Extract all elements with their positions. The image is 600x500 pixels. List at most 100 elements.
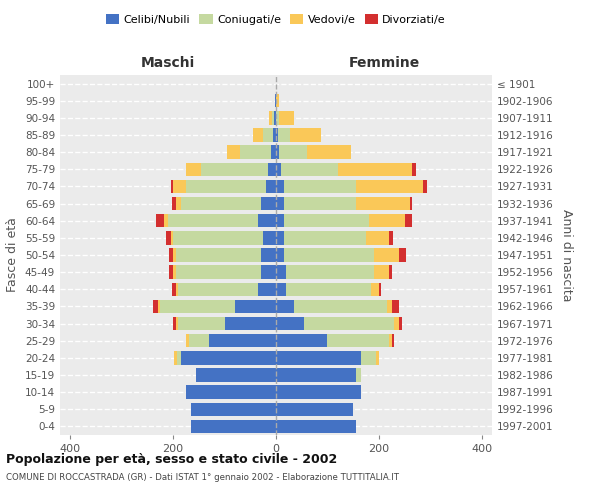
Bar — [400, 248, 406, 262]
Bar — [169, 248, 173, 262]
Bar — [191, 402, 276, 416]
Bar — [412, 162, 416, 176]
Text: Popolazione per età, sesso e stato civile - 2002: Popolazione per età, sesso e stato civil… — [6, 452, 337, 466]
Bar — [191, 420, 276, 433]
Bar — [284, 248, 374, 262]
Bar — [258, 214, 276, 228]
Bar — [389, 231, 393, 244]
Bar — [307, 146, 350, 159]
Bar — [235, 300, 276, 313]
Y-axis label: Anni di nascita: Anni di nascita — [560, 209, 573, 301]
Bar — [156, 214, 164, 228]
Bar — [386, 300, 392, 313]
Bar — [209, 334, 276, 347]
Bar — [170, 231, 173, 244]
Bar — [284, 214, 368, 228]
Bar — [186, 386, 276, 399]
Bar — [168, 214, 258, 228]
Bar — [176, 197, 181, 210]
Bar — [170, 180, 173, 193]
Bar — [274, 111, 276, 124]
Bar — [160, 300, 235, 313]
Bar — [276, 231, 284, 244]
Bar — [356, 197, 410, 210]
Bar — [404, 214, 412, 228]
Bar — [304, 317, 394, 330]
Bar — [188, 334, 209, 347]
Bar — [276, 180, 284, 193]
Bar — [392, 300, 400, 313]
Bar — [294, 300, 386, 313]
Bar — [284, 197, 356, 210]
Bar — [276, 317, 304, 330]
Bar — [366, 231, 389, 244]
Bar — [152, 300, 158, 313]
Bar — [269, 111, 272, 124]
Text: COMUNE DI ROCCASTRADA (GR) - Dati ISTAT 1° gennaio 2002 - Elaborazione TUTTITALI: COMUNE DI ROCCASTRADA (GR) - Dati ISTAT … — [6, 472, 399, 482]
Bar — [276, 146, 278, 159]
Bar — [172, 282, 176, 296]
Bar — [281, 162, 338, 176]
Bar — [177, 351, 181, 364]
Bar — [361, 351, 376, 364]
Bar — [392, 334, 394, 347]
Bar — [260, 266, 276, 279]
Bar — [276, 420, 356, 433]
Bar — [276, 248, 284, 262]
Bar — [276, 111, 278, 124]
Bar — [271, 146, 276, 159]
Bar — [278, 128, 290, 141]
Bar — [284, 180, 356, 193]
Bar — [276, 162, 281, 176]
Bar — [172, 197, 176, 210]
Bar — [202, 162, 268, 176]
Bar — [186, 162, 202, 176]
Bar — [166, 231, 170, 244]
Bar — [276, 128, 278, 141]
Bar — [410, 197, 412, 210]
Bar — [276, 300, 294, 313]
Bar — [263, 231, 276, 244]
Bar — [276, 266, 286, 279]
Bar — [173, 317, 176, 330]
Bar — [389, 334, 392, 347]
Bar — [278, 111, 294, 124]
Bar — [266, 180, 276, 193]
Legend: Celibi/Nubili, Coniugati/e, Vedovi/e, Divorziati/e: Celibi/Nubili, Coniugati/e, Vedovi/e, Di… — [103, 10, 449, 28]
Bar — [268, 162, 276, 176]
Bar — [389, 266, 392, 279]
Bar — [284, 231, 366, 244]
Bar — [164, 214, 168, 228]
Text: Femmine: Femmine — [349, 56, 419, 70]
Bar — [173, 231, 263, 244]
Bar — [276, 197, 284, 210]
Bar — [176, 317, 178, 330]
Bar — [186, 334, 188, 347]
Bar — [278, 146, 307, 159]
Bar — [173, 248, 176, 262]
Bar — [186, 180, 266, 193]
Bar — [275, 94, 276, 108]
Bar — [276, 402, 353, 416]
Bar — [176, 248, 260, 262]
Bar — [276, 368, 356, 382]
Bar — [253, 128, 263, 141]
Bar — [276, 282, 286, 296]
Bar — [178, 282, 258, 296]
Bar — [263, 128, 274, 141]
Bar — [400, 317, 402, 330]
Bar — [196, 368, 276, 382]
Bar — [176, 282, 178, 296]
Bar — [181, 351, 276, 364]
Bar — [176, 266, 260, 279]
Bar — [422, 180, 427, 193]
Bar — [173, 180, 186, 193]
Y-axis label: Fasce di età: Fasce di età — [7, 218, 19, 292]
Bar — [258, 282, 276, 296]
Bar — [276, 351, 361, 364]
Bar — [260, 197, 276, 210]
Bar — [158, 300, 160, 313]
Bar — [272, 111, 274, 124]
Bar — [276, 334, 328, 347]
Bar — [394, 317, 400, 330]
